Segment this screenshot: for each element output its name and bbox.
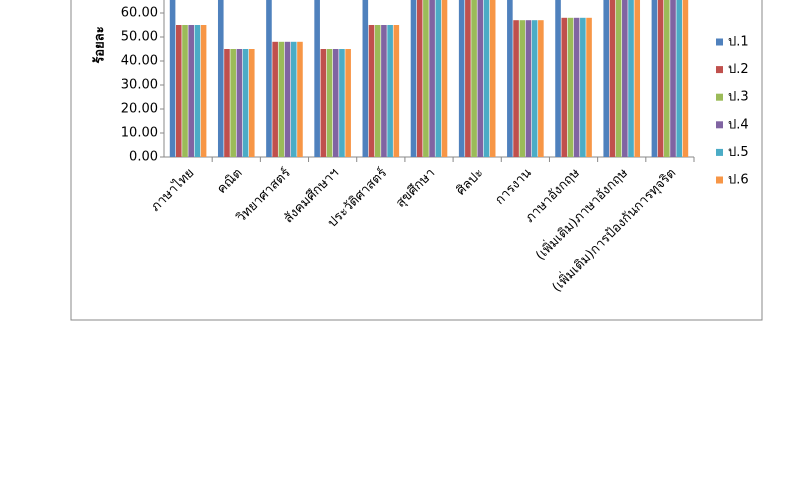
bar [236,49,243,157]
bar [175,25,182,157]
bar [248,49,255,157]
bar [266,0,272,157]
bar [381,25,387,157]
bar [657,0,664,157]
bar [538,20,544,158]
legend-label: ป.3 [728,90,749,105]
bar [651,0,658,157]
bar [622,0,628,157]
bar [477,0,484,157]
bar [458,0,465,157]
legend-swatch [716,148,723,156]
bar [441,0,448,157]
bar [387,25,393,157]
y-axis-title: ร้อยละ [92,26,108,63]
bar [368,25,375,157]
bar [609,0,616,157]
bar [615,0,622,157]
bar [471,0,477,157]
legend-swatch [716,176,723,184]
bar [272,41,278,157]
bar [332,49,339,157]
bar [531,20,538,158]
bar [200,25,207,157]
bar [429,0,435,157]
bar [555,0,561,157]
bar [393,25,400,157]
bar [519,20,526,158]
bar [284,41,291,157]
bar [224,49,230,157]
y-tick-label: 30.00 [121,78,158,93]
bar [507,0,513,157]
bar [586,17,592,157]
legend-swatch [716,66,723,74]
bar [339,49,345,157]
legend-label: ป.5 [728,145,749,160]
bar [489,0,496,157]
bar [573,17,580,157]
bar [320,49,327,157]
bar [362,0,369,157]
bar [217,0,224,157]
bar [169,0,176,157]
bar [242,49,249,157]
bar [374,25,381,157]
bar [567,17,574,157]
bar [664,0,670,157]
bar [580,17,586,157]
bar [513,20,519,158]
bar [278,41,285,157]
y-tick-label: 40.00 [121,54,158,69]
y-tick-label: 60.00 [121,6,158,21]
bar [435,0,442,157]
y-tick-label: 0.00 [129,150,158,165]
legend-swatch [716,121,723,129]
bar [603,0,610,157]
bar [561,17,568,157]
bar [345,49,351,157]
bar [297,41,303,157]
bar [483,0,490,157]
legend-label: ป.1 [728,35,749,50]
bar [314,0,320,157]
bar [423,0,429,157]
y-tick-label: 10.00 [121,126,158,141]
bar [416,0,423,157]
bar [194,25,201,157]
bar [634,0,641,157]
bar [525,20,532,158]
bar [182,25,188,157]
legend-swatch [716,38,723,46]
bar [230,49,236,157]
bar [628,0,634,157]
legend-swatch [716,93,723,101]
bar [188,25,194,157]
legend-label: ป.6 [728,173,749,188]
bar [682,0,689,157]
bar [465,0,471,157]
legend-label: ป.4 [728,117,749,132]
y-tick-label: 20.00 [121,102,158,117]
legend-label: ป.2 [728,62,749,77]
bar [326,49,333,157]
bar [290,41,297,157]
bar [410,0,417,157]
bar [676,0,683,157]
bar [670,0,676,157]
y-tick-label: 50.00 [121,30,158,45]
